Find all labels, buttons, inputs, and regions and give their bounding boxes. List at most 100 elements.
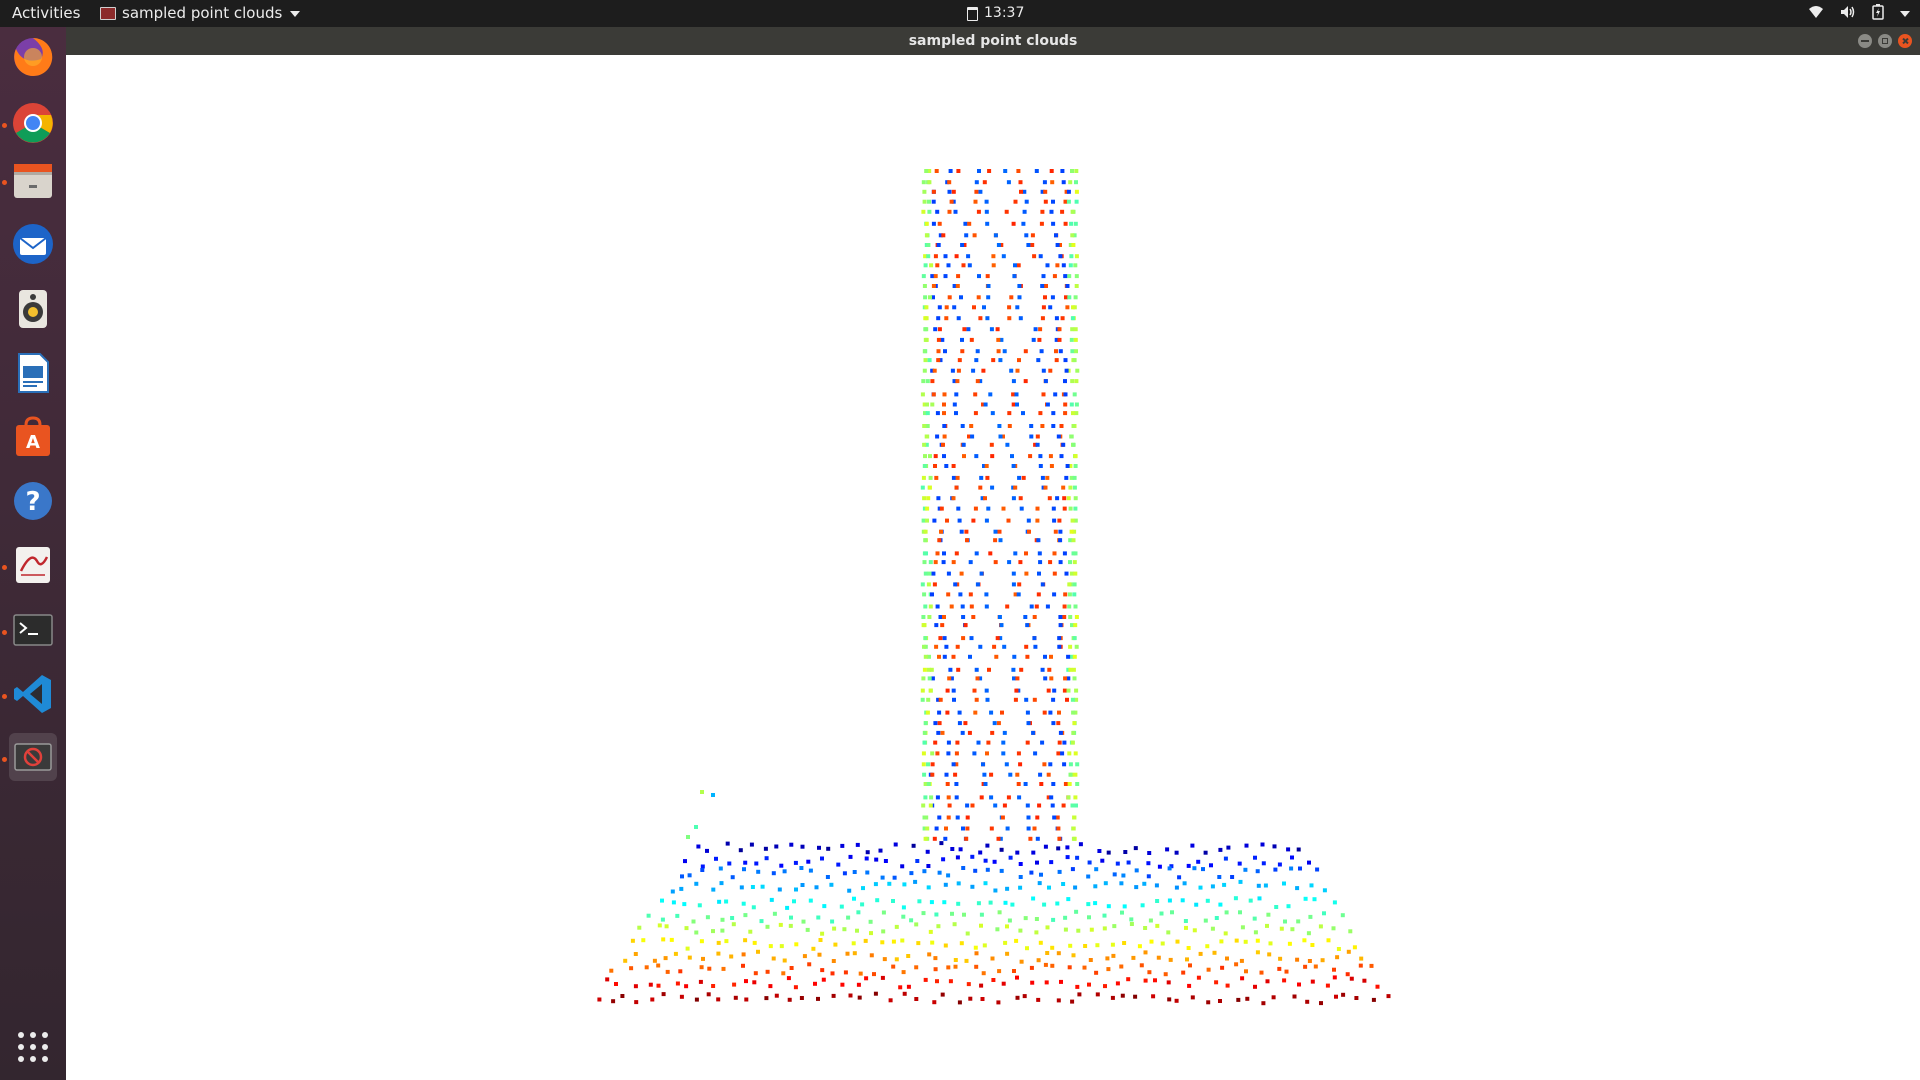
- point: [1070, 327, 1075, 332]
- point: [1072, 485, 1077, 490]
- point-cloud-viewport[interactable]: [66, 55, 1920, 1080]
- point: [1067, 965, 1072, 970]
- dock-item-help[interactable]: ?: [9, 477, 57, 525]
- system-menu-chevron-icon[interactable]: [1900, 6, 1910, 22]
- point: [1071, 442, 1076, 447]
- point: [936, 697, 941, 702]
- volume-icon[interactable]: [1840, 5, 1856, 23]
- app-menu[interactable]: sampled point clouds: [100, 0, 301, 27]
- point: [1067, 582, 1072, 587]
- point: [1352, 945, 1357, 950]
- point: [1005, 886, 1010, 891]
- point: [891, 939, 896, 944]
- point: [923, 636, 928, 641]
- point: [669, 937, 674, 942]
- point: [1354, 996, 1359, 1000]
- point: [928, 688, 933, 693]
- evince-icon: [11, 543, 55, 587]
- point: [1331, 926, 1336, 931]
- window-titlebar[interactable]: sampled point clouds: [66, 27, 1920, 55]
- point: [1309, 883, 1314, 888]
- point: [1093, 901, 1098, 906]
- point: [705, 848, 709, 853]
- dock-item-files[interactable]: [9, 156, 57, 204]
- point: [1046, 688, 1051, 693]
- point: [942, 551, 946, 556]
- point: [945, 710, 950, 715]
- point: [1036, 958, 1041, 963]
- point: [1070, 999, 1075, 1004]
- point: [925, 506, 930, 511]
- point: [1244, 969, 1248, 974]
- point: [660, 898, 664, 903]
- point: [989, 772, 994, 777]
- point: [960, 337, 964, 342]
- point: [998, 358, 1003, 363]
- point: [1196, 859, 1201, 864]
- point: [1065, 845, 1070, 850]
- point: [928, 560, 933, 565]
- point: [940, 337, 945, 342]
- point: [785, 905, 790, 910]
- dock-item-software[interactable]: A: [9, 413, 57, 461]
- point-cloud-canvas[interactable]: [66, 55, 1920, 1080]
- point: [972, 305, 976, 310]
- point: [937, 506, 942, 511]
- point: [990, 485, 995, 490]
- point: [1062, 496, 1067, 501]
- clock[interactable]: 13:37: [967, 0, 1024, 27]
- point: [934, 644, 939, 649]
- point: [614, 982, 618, 986]
- dock-item-thunderbird[interactable]: [9, 220, 57, 268]
- close-button[interactable]: [1898, 34, 1912, 48]
- point: [1070, 209, 1075, 214]
- point: [1023, 782, 1028, 786]
- point: [1063, 221, 1068, 226]
- point: [1134, 868, 1139, 873]
- point: [1240, 976, 1245, 981]
- point: [863, 938, 868, 943]
- dock-item-evince[interactable]: [9, 541, 57, 589]
- dock-item-point-cloud-viewer[interactable]: [9, 733, 57, 781]
- point: [1332, 900, 1337, 905]
- dock-item-firefox[interactable]: [9, 33, 57, 81]
- maximize-button[interactable]: [1878, 34, 1892, 48]
- point: [973, 710, 978, 715]
- point: [857, 995, 862, 1000]
- show-applications-button[interactable]: [18, 1032, 48, 1062]
- dock-item-vscode[interactable]: [9, 670, 57, 718]
- point: [969, 604, 974, 609]
- point: [925, 411, 930, 416]
- battery-icon[interactable]: [1872, 3, 1884, 24]
- dock-item-chrome[interactable]: [9, 99, 57, 147]
- point: [881, 910, 886, 915]
- point: [1073, 454, 1078, 459]
- point: [1272, 844, 1277, 849]
- dock-item-rhythmbox[interactable]: [9, 285, 57, 333]
- minimize-button[interactable]: [1858, 34, 1872, 48]
- dock-item-writer[interactable]: [9, 349, 57, 397]
- point: [832, 926, 837, 931]
- point: [1036, 997, 1041, 1002]
- system-tray[interactable]: [1808, 0, 1910, 27]
- point: [958, 847, 963, 852]
- wifi-icon[interactable]: [1808, 5, 1824, 23]
- point: [1068, 263, 1073, 268]
- point: [1255, 869, 1260, 874]
- point: [956, 274, 961, 279]
- point: [699, 939, 704, 944]
- point: [1013, 485, 1018, 490]
- activities-button[interactable]: Activities: [12, 4, 81, 22]
- point: [1013, 199, 1018, 204]
- point: [1017, 284, 1022, 288]
- point: [921, 623, 926, 628]
- point: [680, 874, 684, 879]
- point: [943, 274, 948, 279]
- dock-item-terminal[interactable]: [9, 606, 57, 654]
- point: [716, 940, 721, 945]
- point: [1065, 284, 1070, 288]
- point: [1021, 475, 1026, 480]
- point: [793, 860, 798, 865]
- point: [1146, 874, 1151, 879]
- point: [1056, 434, 1061, 439]
